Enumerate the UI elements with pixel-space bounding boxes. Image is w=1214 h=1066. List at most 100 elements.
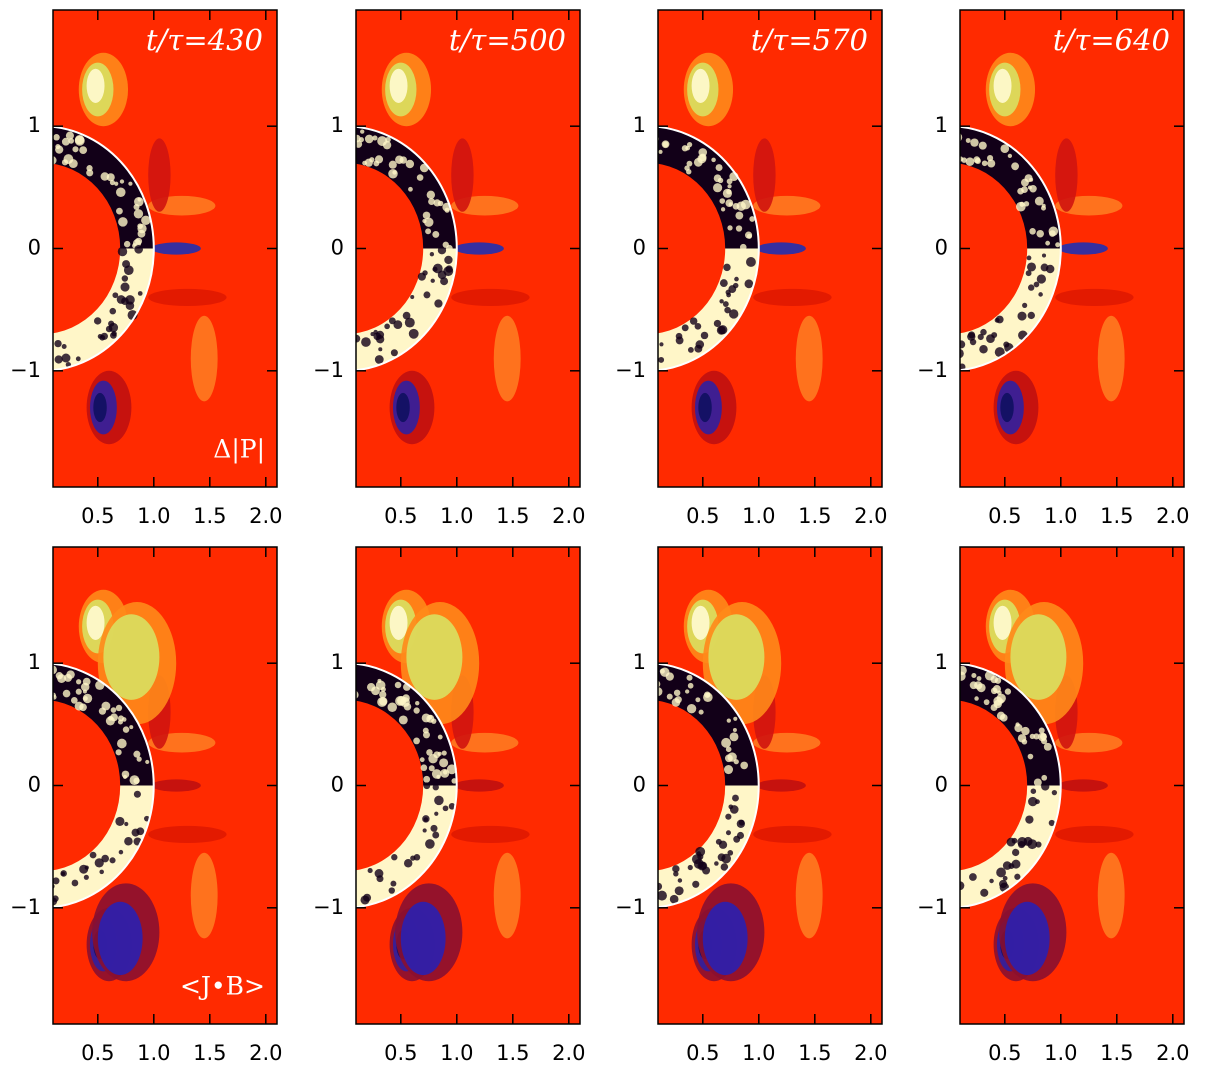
y-tick-label: −1	[917, 895, 948, 919]
speckle	[443, 805, 449, 811]
speckle	[1026, 270, 1032, 276]
speckle	[122, 771, 129, 778]
speckle	[445, 265, 452, 272]
speckle	[699, 710, 704, 715]
speckle	[49, 884, 54, 889]
speckle	[1035, 841, 1041, 847]
speckle	[1055, 242, 1060, 247]
x-tick-label: 1.0	[742, 504, 775, 528]
y-tick-label: 0	[935, 236, 948, 260]
speckle	[389, 887, 395, 893]
x-tick-label: 2.0	[249, 1041, 282, 1065]
speckle	[403, 312, 411, 320]
x-tick-label: 1.5	[798, 1041, 831, 1065]
x-tick-label: 0.5	[384, 1041, 417, 1065]
speckle	[702, 867, 710, 875]
speckle	[353, 135, 361, 143]
contour-blob	[1005, 902, 1050, 975]
y-tick-label: 0	[28, 773, 41, 797]
speckle	[99, 870, 104, 875]
speckle	[72, 146, 78, 152]
speckle	[137, 223, 143, 229]
speckle	[977, 676, 982, 681]
contour-blob	[191, 316, 218, 402]
speckle	[118, 217, 128, 227]
contour-blob	[98, 902, 143, 975]
contour-field	[946, 547, 1184, 1024]
contour-blob	[455, 779, 504, 791]
speckle	[711, 158, 716, 163]
speckle	[1031, 788, 1037, 794]
y-tick-label: 1	[331, 113, 344, 137]
speckle	[60, 870, 67, 877]
speckle	[118, 247, 127, 256]
speckle	[117, 295, 126, 304]
contour-blob	[87, 69, 105, 103]
speckle	[376, 335, 384, 343]
y-tick-label: 0	[935, 773, 948, 797]
speckle	[347, 688, 353, 694]
speckle	[954, 349, 964, 359]
contour-blob	[152, 779, 201, 791]
panel: 0.51.01.52.0−101t/τ=430Δ|P|	[10, 10, 282, 528]
contour-field	[643, 10, 882, 487]
speckle	[443, 242, 449, 248]
speckle	[949, 346, 956, 353]
speckle	[1025, 815, 1033, 823]
contour-field	[345, 547, 580, 1024]
speckle	[138, 291, 143, 296]
y-tick-label: 1	[633, 650, 646, 674]
speckle	[86, 169, 93, 176]
speckle	[648, 365, 653, 370]
speckle	[952, 361, 960, 369]
speckle	[1038, 292, 1043, 297]
speckle	[42, 342, 46, 346]
speckle	[134, 209, 143, 218]
panel-annotation: <J•B>	[180, 972, 265, 1001]
speckle	[1003, 861, 1012, 870]
speckle	[434, 812, 438, 816]
x-tick-label: 1.0	[137, 504, 170, 528]
speckle	[733, 203, 740, 210]
speckle	[726, 830, 731, 835]
contour-blob	[994, 606, 1012, 640]
speckle	[388, 703, 397, 712]
speckle	[723, 264, 730, 271]
speckle	[1044, 743, 1052, 751]
speckle	[746, 257, 756, 267]
speckle	[121, 283, 130, 292]
speckle	[694, 345, 702, 353]
speckle	[946, 886, 951, 891]
speckle	[676, 333, 683, 340]
speckle	[111, 707, 117, 713]
speckle	[969, 873, 977, 881]
contour-blob	[753, 826, 831, 843]
speckle	[413, 707, 419, 713]
speckle	[713, 183, 722, 192]
speckle	[116, 749, 122, 755]
speckle	[136, 827, 144, 835]
speckle	[425, 228, 431, 234]
speckle	[725, 814, 731, 820]
speckle	[409, 329, 419, 339]
speckle	[421, 764, 428, 771]
speckle	[117, 739, 127, 749]
y-tick-label: 0	[331, 236, 344, 260]
speckle	[1034, 282, 1040, 288]
speckle	[740, 244, 747, 251]
speckle	[651, 878, 656, 883]
speckle	[395, 155, 404, 164]
speckle	[1041, 264, 1049, 272]
speckle	[1035, 799, 1040, 804]
speckle	[427, 191, 435, 199]
speckle	[426, 715, 434, 723]
speckle	[44, 877, 51, 884]
speckle	[714, 320, 721, 327]
x-tick-label: 2.0	[249, 504, 282, 528]
speckle	[648, 876, 656, 884]
speckle	[145, 760, 149, 764]
y-tick-label: 1	[331, 650, 344, 674]
contour-blob	[103, 614, 159, 700]
x-tick-label: 1.5	[193, 1041, 226, 1065]
